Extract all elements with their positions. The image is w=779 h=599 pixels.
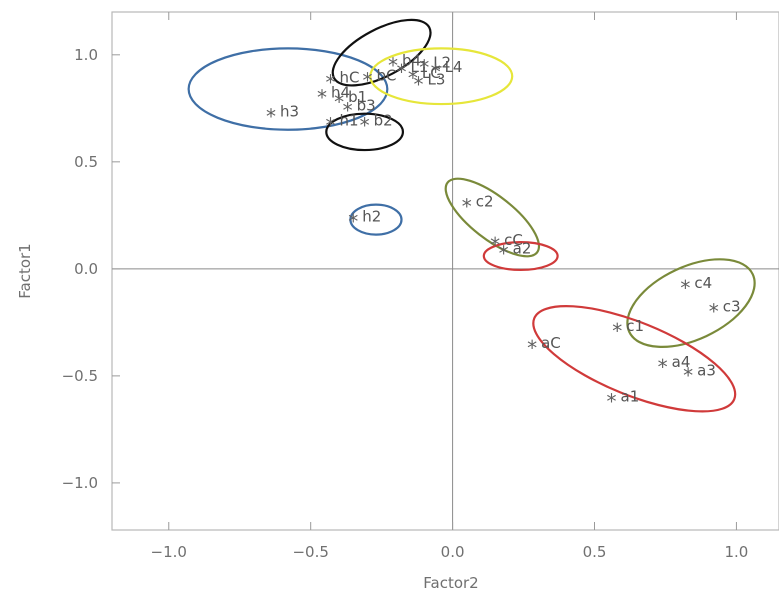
point-label: c2: [476, 193, 494, 211]
point-marker: *: [527, 336, 537, 360]
cluster-ellipse: [349, 203, 403, 236]
x-tick-label: 1.0: [724, 543, 748, 561]
point-marker: *: [362, 68, 372, 92]
point-label: L1: [411, 58, 429, 76]
point-marker: *: [348, 210, 358, 234]
point-label: h1: [340, 111, 359, 129]
point-label: a4: [672, 353, 691, 371]
cluster-ellipse: [325, 112, 405, 152]
point-label: h4: [331, 83, 350, 101]
point-marker: *: [326, 70, 336, 94]
cluster-ellipse: [626, 258, 756, 348]
cluster-ellipses: [187, 18, 756, 413]
point-marker: *: [360, 113, 370, 137]
point-label: c4: [694, 274, 712, 292]
cluster-ellipse: [331, 18, 432, 87]
plot-frame: [111, 11, 779, 531]
point-marker: *: [326, 113, 336, 137]
x-tick-label: 0.0: [441, 543, 465, 561]
y-tick-label: −0.5: [62, 367, 98, 385]
point-marker: *: [462, 195, 472, 219]
y-tick-label: 0.0: [74, 260, 98, 278]
point-marker: *: [490, 233, 500, 257]
y-tick-label: 1.0: [74, 46, 98, 64]
y-axis-label: Factor1: [16, 243, 34, 298]
data-points: * h3* h4* hC* b1* b3* h1* bC* b2* b4* L1* L2* L4* L3*…: [266, 51, 741, 413]
point-label: a3: [697, 362, 716, 380]
point-marker: *: [317, 85, 327, 109]
point-marker: *: [607, 389, 617, 413]
point-label: b3: [357, 96, 376, 114]
point-label: a1: [621, 387, 640, 405]
point-label: b1: [348, 88, 367, 106]
cluster-ellipse: [444, 177, 541, 258]
point-label: cC: [504, 231, 523, 249]
point-marker: *: [334, 90, 344, 114]
point-marker: *: [388, 53, 398, 77]
cluster-ellipse: [482, 241, 559, 272]
point-label: h3: [280, 103, 299, 121]
point-marker: *: [680, 276, 690, 300]
point-label: b2: [374, 111, 393, 129]
point-label: hC: [340, 68, 360, 86]
x-axis-label: Factor2: [423, 574, 478, 592]
point-marker: *: [658, 355, 668, 379]
point-marker: *: [499, 242, 509, 266]
point-label: LC: [422, 64, 441, 82]
point-marker: *: [266, 105, 276, 129]
x-tick-label: −1.0: [151, 543, 187, 561]
point-label: bC: [376, 66, 396, 84]
x-tick-label: 0.5: [583, 543, 607, 561]
point-marker: *: [419, 56, 429, 80]
point-marker: *: [431, 60, 441, 84]
point-label: c1: [626, 317, 644, 335]
cluster-ellipse: [369, 47, 514, 106]
point-label: h2: [362, 208, 381, 226]
x-axis-ticks: −1.0 −0.5 0.0 0.5 1.0: [151, 12, 748, 561]
point-marker: *: [408, 66, 418, 90]
y-axis-ticks: −1.0 −0.5 0.0 0.5 1.0: [62, 46, 120, 492]
point-label: L4: [445, 58, 463, 76]
point-marker: *: [683, 364, 693, 388]
cluster-ellipse: [187, 47, 389, 131]
x-tick-label: −0.5: [292, 543, 328, 561]
y-tick-label: 0.5: [74, 153, 98, 171]
point-label: L3: [428, 71, 446, 89]
cluster-ellipse: [532, 305, 737, 413]
point-label: L2: [433, 54, 451, 72]
point-label: c3: [723, 298, 741, 316]
point-marker: *: [343, 98, 353, 122]
point-marker: *: [709, 300, 719, 324]
point-marker: *: [612, 319, 622, 343]
y-tick-label: −1.0: [62, 474, 98, 492]
point-label: a2: [513, 240, 532, 258]
point-label: aC: [541, 334, 561, 352]
point-marker: *: [414, 73, 424, 97]
point-label: b4: [402, 51, 421, 69]
point-marker: *: [397, 60, 407, 84]
